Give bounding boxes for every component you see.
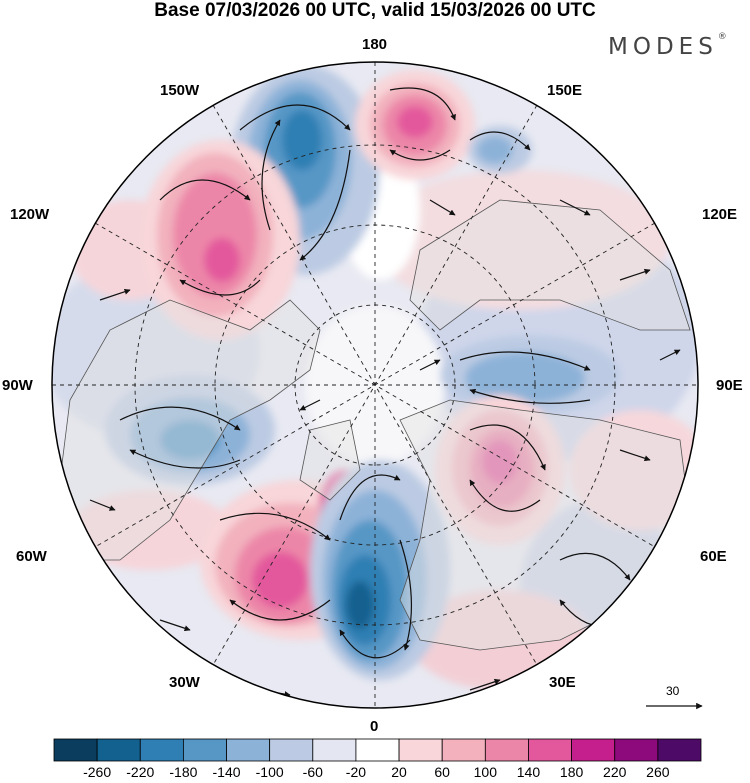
lon-label-150w: 150W (160, 82, 200, 99)
colorbar-swatch (269, 738, 314, 762)
colorbar (53, 738, 702, 762)
colorbar-swatch (182, 738, 227, 762)
colorbar-swatch (398, 738, 443, 762)
reference-vector-value: 30 (666, 684, 680, 698)
colorbar-label: 260 (646, 764, 670, 780)
colorbar-swatch (657, 738, 702, 762)
lon-label-120e: 120E (702, 206, 738, 223)
lon-label-180: 180 (362, 36, 388, 53)
lon-label-60w: 60W (16, 548, 47, 565)
colorbar-swatch (571, 738, 616, 762)
lon-label-60e: 60E (700, 548, 727, 565)
colorbar-swatch (226, 738, 271, 762)
registered-mark: ® (717, 32, 727, 42)
colorbar-label: -140 (212, 764, 241, 780)
graticule (52, 62, 698, 708)
brand-text: MODES (608, 34, 718, 60)
lon-label-0: 0 (370, 718, 379, 735)
colorbar-label: 20 (391, 764, 407, 780)
lon-label-120w: 120W (10, 206, 50, 223)
colorbar-label: 140 (516, 764, 541, 780)
colorbar-swatch (614, 738, 659, 762)
colorbar-label: -100 (255, 764, 284, 780)
colorbar-swatch (139, 738, 184, 762)
map-boundary (51, 61, 699, 709)
lon-label-30w: 30W (169, 674, 200, 691)
lon-label-30e: 30E (549, 674, 576, 691)
colorbar-label: 60 (434, 764, 450, 780)
colorbar-label: 180 (559, 764, 584, 780)
lon-label-90w: 90W (2, 377, 33, 394)
colorbar-label: -180 (169, 764, 198, 780)
colorbar-swatch (53, 738, 98, 762)
colorbar-swatch (484, 738, 529, 762)
colorbar-swatch (96, 738, 141, 762)
colorbar-label: 100 (473, 764, 497, 780)
colorbar-label: -220 (126, 764, 155, 780)
colorbar-swatch (355, 738, 400, 762)
colorbar-label: -260 (83, 764, 112, 780)
modes-logo: MODES® (608, 32, 727, 60)
colorbar-swatch (441, 738, 486, 762)
lon-label-150e: 150E (547, 82, 583, 99)
lon-label-90e: 90E (716, 377, 743, 394)
colorbar-label: -20 (345, 764, 367, 780)
map-title: Base 07/03/2026 00 UTC, valid 15/03/2026… (154, 0, 596, 21)
colorbar-swatch (528, 738, 572, 762)
land-masses (59, 199, 691, 651)
colorbar-label: -60 (302, 764, 323, 780)
anomaly-field (52, 62, 698, 708)
colorbar-swatch (312, 738, 357, 762)
colorbar-label: 220 (603, 764, 627, 780)
